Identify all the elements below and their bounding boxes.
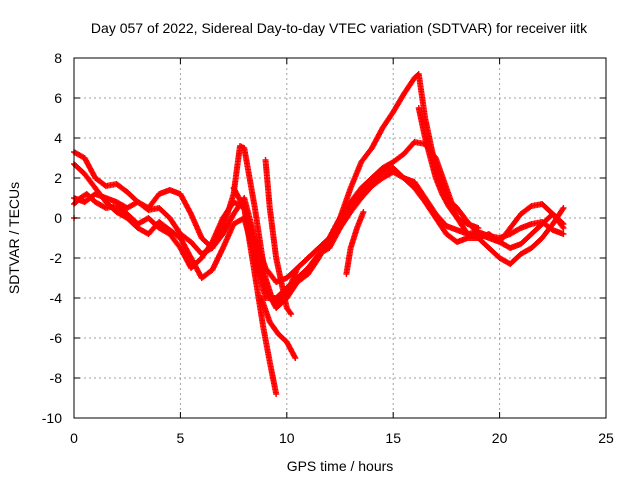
data-point-interp <box>559 223 566 230</box>
y-tick-label: 0 <box>54 210 62 226</box>
x-axis-label: GPS time / hours <box>287 458 394 474</box>
data-point <box>560 205 567 211</box>
x-tick-label: 5 <box>177 430 185 446</box>
y-tick-label: -2 <box>50 250 63 266</box>
y-tick-label: -6 <box>50 330 63 346</box>
y-tick-label: -4 <box>50 290 63 306</box>
series-track-1 <box>71 71 567 307</box>
y-tick-label: 6 <box>54 90 62 106</box>
data-point <box>360 209 367 215</box>
y-tick-label: -8 <box>50 370 63 386</box>
series-track-4 <box>71 169 567 285</box>
x-tick-label: 10 <box>279 430 295 446</box>
series-track-5 <box>230 185 280 397</box>
x-tick-label: 25 <box>598 430 614 446</box>
series-track-3 <box>71 161 567 301</box>
x-tick-label: 20 <box>492 430 508 446</box>
data-points <box>71 71 567 397</box>
x-tick-label: 0 <box>70 430 78 446</box>
plot-frame <box>73 57 607 419</box>
data-point <box>273 391 280 397</box>
data-point-interp <box>287 309 294 316</box>
data-point <box>560 231 567 237</box>
series-track-8 <box>343 209 367 277</box>
data-point <box>288 311 295 317</box>
data-point-interp <box>559 206 566 213</box>
series-track-6 <box>258 295 299 361</box>
y-tick-label: 2 <box>54 170 62 186</box>
series-track-9 <box>415 105 482 231</box>
data-point <box>292 355 299 361</box>
chart-title: Day 057 of 2022, Sidereal Day-to-day VTE… <box>91 20 588 36</box>
series-track-2 <box>71 139 567 311</box>
y-axis-label: SDTVAR / TECUs <box>6 182 22 294</box>
axes: 0 5 10 15 20 25 -10 -8 -6 -4 -2 0 2 4 6 8 <box>42 50 614 446</box>
y-tick-label: 4 <box>54 130 62 146</box>
x-tick-label: 15 <box>385 430 401 446</box>
data-point <box>560 225 567 231</box>
y-tick-label: -10 <box>42 410 62 426</box>
data-point-interp <box>527 203 534 210</box>
data-point <box>475 225 482 231</box>
y-tick-label: 8 <box>54 50 62 66</box>
series-track-7 <box>262 157 295 317</box>
